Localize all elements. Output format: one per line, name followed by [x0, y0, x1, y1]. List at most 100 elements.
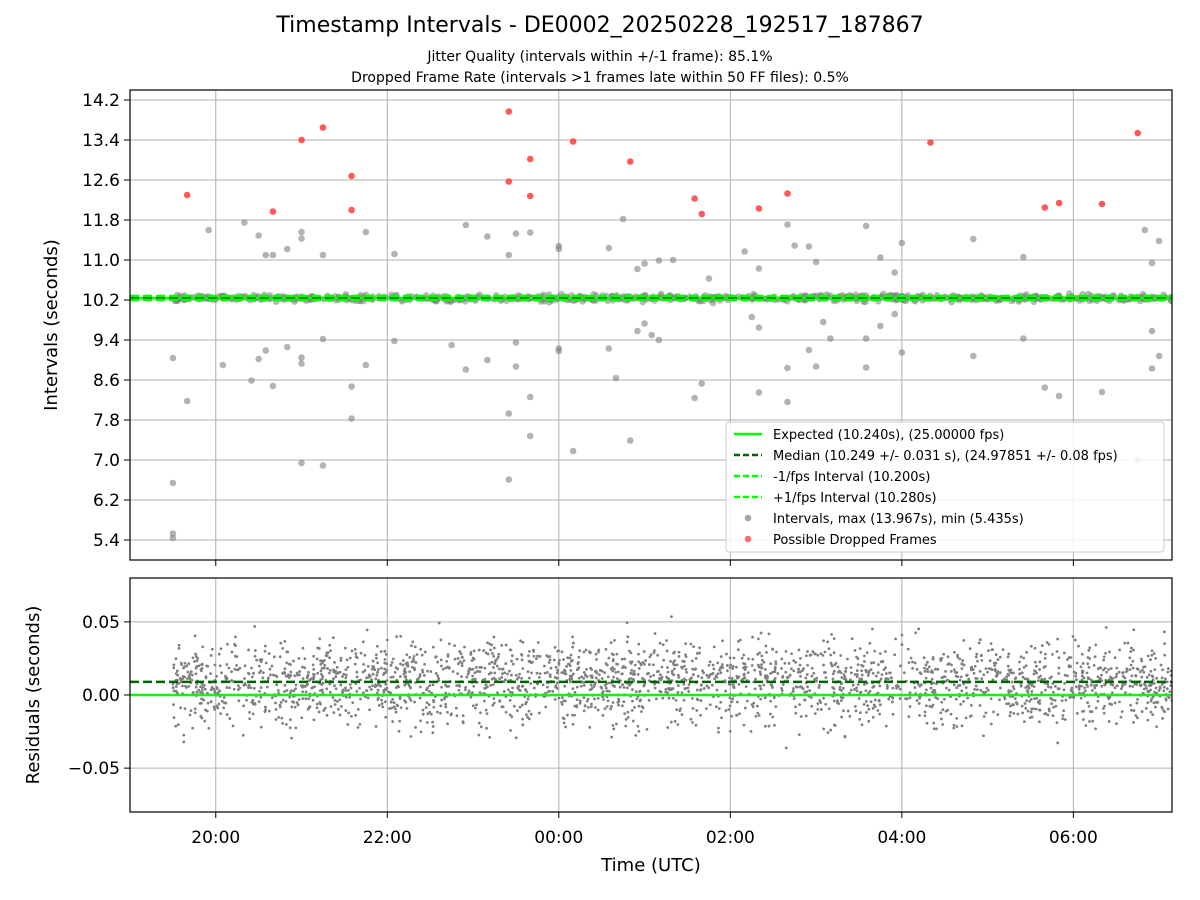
- residual-point: [736, 648, 740, 652]
- residual-point: [483, 666, 487, 670]
- interval-outlier-point: [391, 250, 398, 258]
- residual-point: [911, 666, 914, 670]
- residual-point: [234, 644, 237, 647]
- residual-point: [927, 665, 931, 669]
- residual-point: [940, 657, 944, 660]
- residual-point: [660, 675, 664, 679]
- residual-point: [764, 644, 768, 648]
- residual-point: [520, 677, 524, 680]
- interval-outlier-point: [648, 331, 656, 339]
- legend-label: Possible Dropped Frames: [773, 533, 937, 548]
- residual-point: [986, 670, 989, 674]
- residual-point: [638, 690, 642, 694]
- residual-point: [719, 655, 723, 659]
- residual-point: [453, 657, 457, 661]
- residual-point: [537, 675, 541, 679]
- residual-point: [717, 726, 720, 730]
- residual-point: [1002, 677, 1006, 681]
- residual-point: [1147, 673, 1151, 677]
- residual-point: [562, 721, 566, 725]
- residual-point: [743, 676, 747, 680]
- residual-point: [307, 697, 311, 701]
- residual-point: [1163, 630, 1166, 634]
- residual-point: [736, 640, 740, 643]
- residual-point: [635, 697, 639, 701]
- residual-point: [504, 678, 507, 682]
- residual-point: [746, 671, 750, 675]
- residual-point: [200, 716, 204, 720]
- residual-point: [832, 637, 836, 640]
- residual-point: [519, 639, 522, 643]
- residual-point: [917, 627, 921, 631]
- residual-point: [281, 698, 285, 702]
- residual-point: [731, 665, 735, 668]
- residual-point: [297, 698, 301, 701]
- residual-point: [1154, 656, 1158, 660]
- residual-point: [1007, 673, 1011, 677]
- residual-point: [385, 668, 389, 672]
- residual-point: [563, 668, 566, 672]
- residual-point: [578, 699, 582, 703]
- residual-point: [510, 654, 514, 657]
- residual-point: [460, 664, 464, 668]
- residual-point: [368, 685, 371, 689]
- residual-point: [805, 673, 809, 676]
- residual-point: [669, 720, 673, 724]
- residual-point: [725, 664, 729, 667]
- residual-point: [294, 683, 298, 687]
- residual-point: [832, 723, 836, 727]
- residual-point: [421, 670, 425, 674]
- residual-point: [617, 697, 621, 701]
- residual-point: [648, 655, 652, 659]
- residual-point: [548, 673, 552, 677]
- residual-point: [183, 707, 187, 711]
- residual-point: [555, 681, 559, 685]
- residual-point: [478, 691, 482, 695]
- residual-point: [1128, 656, 1132, 660]
- residual-point: [510, 715, 514, 719]
- residual-point: [1142, 670, 1146, 674]
- residual-point: [560, 703, 564, 706]
- residual-point: [418, 675, 422, 679]
- residual-point: [959, 702, 963, 706]
- residual-point: [757, 714, 761, 717]
- residual-point: [815, 679, 818, 683]
- residual-point: [1057, 672, 1061, 675]
- residual-point: [508, 699, 512, 702]
- residual-point: [691, 696, 694, 700]
- interval-outlier-point: [634, 327, 641, 335]
- residual-point: [1154, 705, 1157, 709]
- residual-point: [376, 661, 380, 665]
- residual-point: [1121, 674, 1125, 678]
- residual-point: [596, 708, 600, 712]
- residual-point: [323, 663, 327, 667]
- residual-point: [573, 690, 577, 694]
- residual-point: [918, 696, 921, 700]
- residual-point: [194, 672, 198, 676]
- dropped-frame-point: [784, 190, 791, 197]
- residual-point: [384, 653, 388, 656]
- residual-point: [1124, 691, 1127, 695]
- residual-point: [763, 724, 767, 728]
- dropped-frame-point: [755, 205, 763, 212]
- residual-point: [301, 677, 305, 680]
- residual-point: [832, 651, 836, 655]
- residual-point: [637, 667, 641, 670]
- residual-point: [554, 665, 558, 669]
- residual-point: [288, 726, 292, 730]
- residual-point: [940, 700, 944, 704]
- residual-point: [798, 663, 802, 667]
- residual-point: [949, 669, 953, 673]
- residual-point: [520, 703, 524, 707]
- interval-outlier-point: [1148, 327, 1156, 335]
- residual-point: [976, 659, 979, 663]
- residual-point: [463, 645, 466, 649]
- residual-point: [816, 653, 820, 657]
- residual-point: [344, 668, 348, 672]
- residual-point: [399, 662, 402, 666]
- chart-subtitle-jitter: Jitter Quality (intervals within +/-1 fr…: [427, 49, 773, 65]
- residual-point: [492, 676, 496, 680]
- residual-point: [187, 684, 191, 688]
- residual-point: [439, 638, 443, 642]
- panel-frame: [129, 89, 1173, 561]
